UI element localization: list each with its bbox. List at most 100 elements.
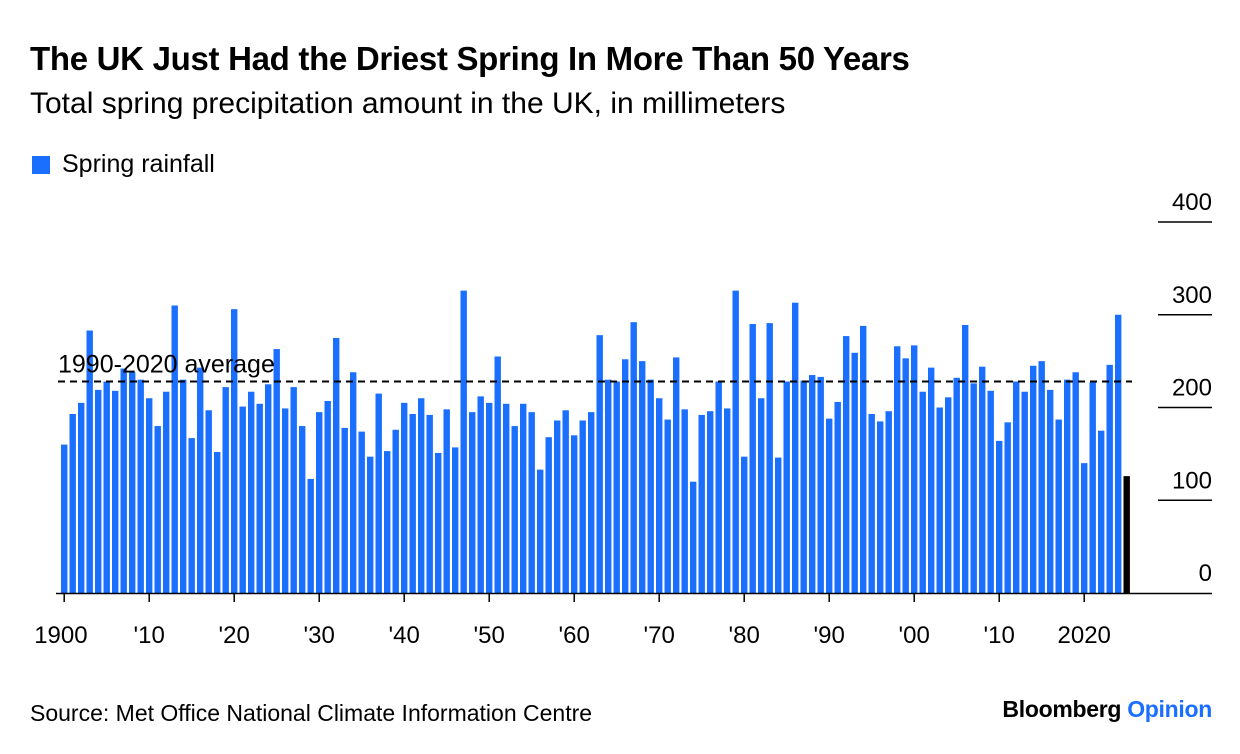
bar-2021 bbox=[1089, 382, 1096, 593]
bar-1948 bbox=[469, 412, 476, 593]
bar-1936 bbox=[367, 456, 374, 593]
bar-1924 bbox=[265, 384, 272, 593]
bar-1929 bbox=[307, 478, 314, 593]
bar-1928 bbox=[299, 426, 306, 593]
bar-2013 bbox=[1021, 391, 1028, 593]
bar-1953 bbox=[511, 426, 518, 593]
bar-1965 bbox=[613, 381, 620, 593]
bar-1949 bbox=[477, 396, 484, 593]
bar-1968 bbox=[639, 361, 646, 594]
bar-1954 bbox=[520, 403, 527, 593]
bar-1911 bbox=[154, 426, 161, 593]
bar-2024 bbox=[1115, 314, 1122, 593]
x-tick-label-2010: '10 bbox=[984, 622, 1015, 649]
brand-logo: Bloomberg Opinion bbox=[1002, 696, 1212, 723]
chart-title: The UK Just Had the Driest Spring In Mor… bbox=[30, 40, 910, 77]
bar-1993 bbox=[851, 352, 858, 593]
y-tick-label-200: 200 bbox=[1172, 375, 1212, 402]
bar-1982 bbox=[758, 398, 765, 593]
bar-2011 bbox=[1004, 422, 1011, 593]
bar-1986 bbox=[792, 302, 799, 593]
bar-2017 bbox=[1055, 419, 1062, 593]
bar-1903 bbox=[86, 330, 93, 593]
bar-1934 bbox=[350, 372, 357, 593]
bar-1957 bbox=[545, 437, 552, 593]
bar-1973 bbox=[681, 409, 688, 593]
x-tick-label-2020: 2020 bbox=[1058, 622, 1111, 649]
bar-2014 bbox=[1030, 365, 1037, 593]
bar-1969 bbox=[647, 379, 654, 593]
bar-2004 bbox=[945, 397, 952, 593]
bar-1935 bbox=[358, 431, 365, 593]
bar-1918 bbox=[214, 452, 221, 593]
bar-1958 bbox=[554, 420, 561, 593]
reference-line-group: 1990-2020 average bbox=[58, 351, 1132, 383]
bar-1937 bbox=[375, 393, 382, 593]
bar-1976 bbox=[707, 411, 714, 593]
bar-1964 bbox=[605, 379, 612, 593]
x-tick-label-1940: '40 bbox=[389, 622, 420, 649]
bar-2015 bbox=[1038, 361, 1045, 594]
bar-2020 bbox=[1081, 463, 1088, 593]
bar-1966 bbox=[622, 359, 629, 593]
bar-1927 bbox=[290, 387, 297, 593]
bar-highlight-2025 bbox=[1123, 476, 1130, 593]
legend-label: Spring rainfall bbox=[62, 150, 215, 178]
bar-1983 bbox=[766, 323, 773, 593]
bar-1980 bbox=[741, 456, 748, 593]
bar-1994 bbox=[860, 325, 867, 593]
bar-1955 bbox=[528, 412, 535, 593]
bar-1967 bbox=[630, 322, 637, 593]
x-tick-label-1960: '60 bbox=[559, 622, 590, 649]
bars-group bbox=[61, 290, 1130, 594]
brand-section: Opinion bbox=[1127, 696, 1212, 722]
bar-1938 bbox=[384, 451, 391, 593]
bar-1996 bbox=[877, 421, 884, 593]
bar-1989 bbox=[817, 376, 824, 593]
bar-1921 bbox=[239, 406, 246, 593]
bar-1950 bbox=[486, 402, 493, 593]
bar-2009 bbox=[987, 390, 994, 593]
bar-1946 bbox=[452, 447, 459, 593]
bar-1910 bbox=[146, 398, 153, 593]
bar-1977 bbox=[715, 381, 722, 593]
legend: Spring rainfall bbox=[32, 150, 215, 179]
bar-1959 bbox=[562, 410, 569, 593]
bar-1988 bbox=[809, 375, 816, 593]
bar-1923 bbox=[256, 403, 263, 593]
bar-2016 bbox=[1047, 389, 1054, 593]
x-tick-label-1970: '70 bbox=[644, 622, 675, 649]
bar-2022 bbox=[1098, 430, 1105, 593]
x-tick-label-1990: '90 bbox=[814, 622, 845, 649]
bar-1907 bbox=[120, 368, 127, 593]
bar-1931 bbox=[324, 401, 331, 593]
bar-1951 bbox=[494, 356, 501, 593]
bar-1902 bbox=[78, 402, 85, 593]
bar-1981 bbox=[749, 324, 756, 593]
bar-1914 bbox=[180, 379, 187, 593]
x-axis: 1900 '10 '20 '30 '40 '50 '60 '70 '80 '90 '00 '10 202… bbox=[34, 592, 1212, 649]
bar-1941 bbox=[409, 413, 416, 593]
bar-1991 bbox=[834, 401, 841, 593]
x-tick-label-1950: '50 bbox=[474, 622, 505, 649]
bar-1917 bbox=[205, 410, 212, 593]
bar-1952 bbox=[503, 403, 510, 593]
bar-1984 bbox=[775, 457, 782, 593]
bar-1905 bbox=[103, 381, 110, 593]
x-tick-label-1920: '20 bbox=[219, 622, 250, 649]
bar-1975 bbox=[698, 414, 705, 593]
bar-2023 bbox=[1106, 364, 1113, 593]
bar-2018 bbox=[1064, 379, 1071, 593]
bar-1933 bbox=[341, 427, 348, 593]
bar-2019 bbox=[1072, 372, 1079, 593]
bar-1900 bbox=[61, 444, 68, 593]
bar-1919 bbox=[222, 387, 229, 593]
bar-1904 bbox=[95, 389, 102, 593]
bar-2005 bbox=[953, 377, 960, 593]
bar-1925 bbox=[273, 349, 280, 593]
bar-1943 bbox=[426, 414, 433, 593]
bar-1992 bbox=[843, 336, 850, 593]
bar-1995 bbox=[868, 413, 875, 593]
bar-1978 bbox=[724, 408, 731, 593]
